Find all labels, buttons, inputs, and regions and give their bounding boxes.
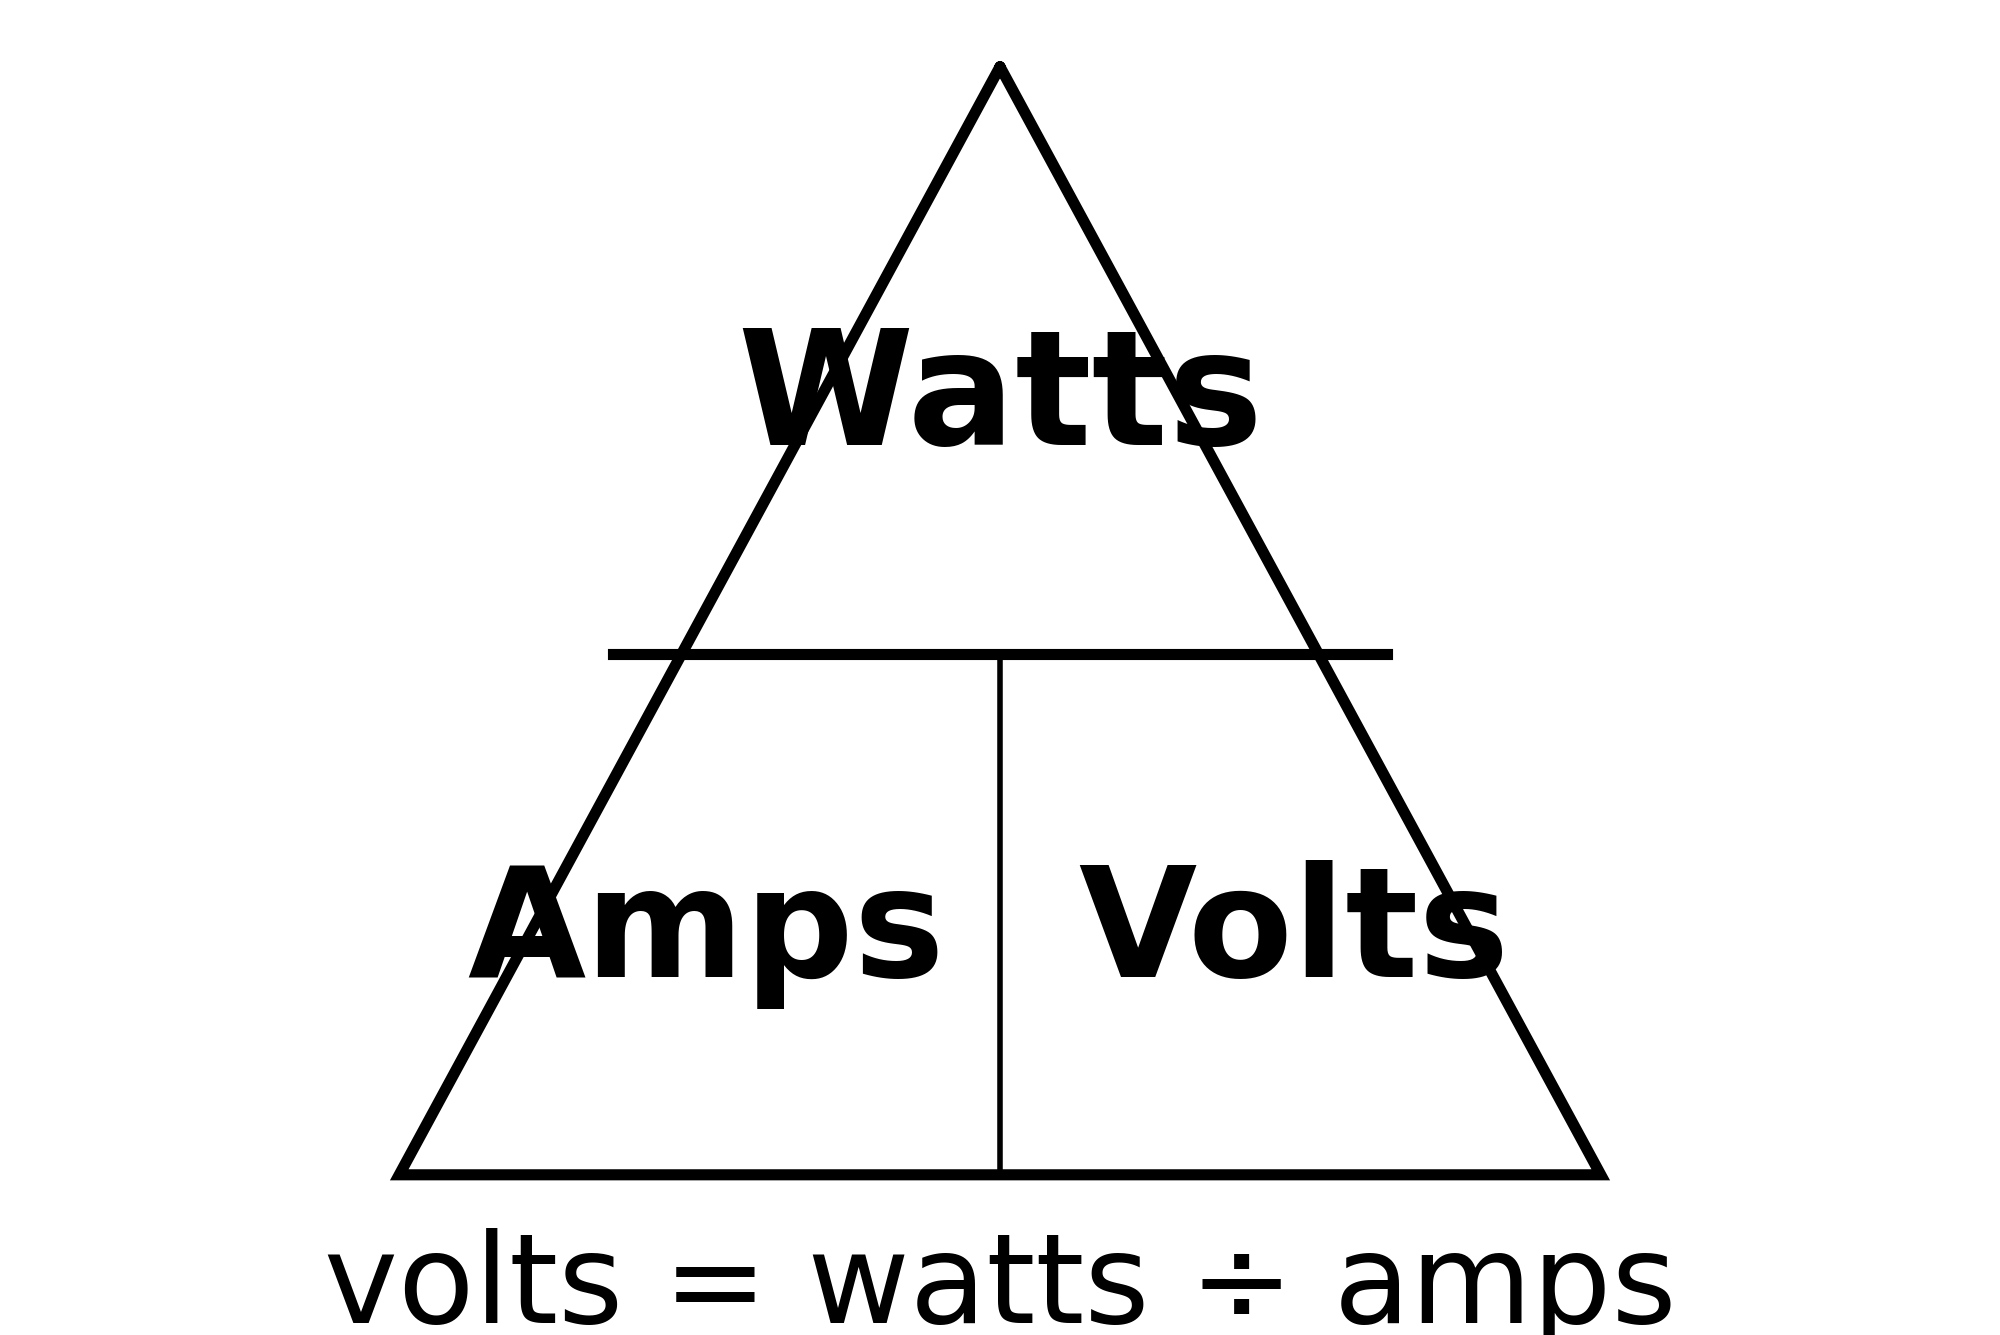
Text: Volts: Volts <box>1078 860 1510 1009</box>
Text: volts = watts ÷ amps: volts = watts ÷ amps <box>324 1228 1676 1335</box>
Text: Amps: Amps <box>468 860 946 1009</box>
Text: Watts: Watts <box>736 323 1264 478</box>
